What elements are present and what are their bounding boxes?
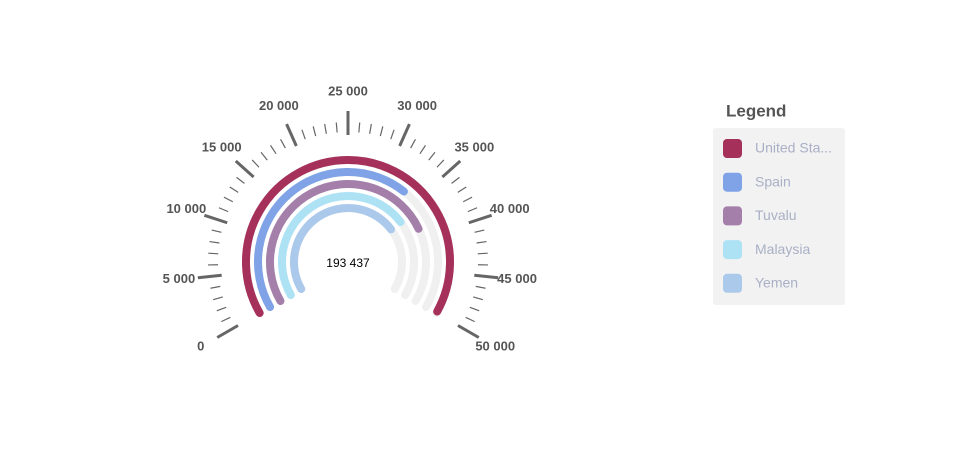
minor-tick — [457, 186, 467, 193]
minor-tick — [236, 176, 245, 184]
tick-label: 20 000 — [259, 98, 299, 113]
major-tick — [457, 324, 480, 339]
minor-tick — [216, 306, 227, 312]
legend-label: United Sta... — [755, 140, 832, 156]
minor-tick — [324, 123, 327, 134]
minor-tick — [221, 316, 231, 323]
major-tick — [441, 159, 462, 179]
tick-label: 40 000 — [490, 201, 530, 216]
legend-panel — [713, 128, 845, 305]
tick-label: 35 000 — [454, 140, 494, 155]
legend-swatch — [723, 273, 742, 293]
minor-tick — [208, 252, 219, 255]
value-arc — [266, 180, 423, 305]
minor-tick — [476, 240, 487, 244]
minor-tick — [301, 129, 306, 140]
center-label: 193 437 — [326, 256, 370, 270]
minor-tick — [211, 229, 222, 233]
tick-label: 0 — [197, 338, 204, 353]
minor-tick — [358, 122, 361, 133]
minor-tick — [280, 139, 286, 149]
minor-tick — [410, 139, 416, 149]
minor-tick — [473, 296, 484, 301]
minor-tick — [477, 252, 488, 255]
minor-tick — [212, 296, 223, 301]
minor-tick — [209, 240, 220, 244]
minor-tick — [260, 151, 268, 161]
minor-tick — [390, 129, 395, 140]
major-tick — [234, 159, 255, 179]
minor-tick — [462, 196, 473, 203]
major-tick — [468, 213, 493, 225]
legend-label: Spain — [755, 173, 791, 189]
legend-label: Yemen — [755, 275, 798, 291]
value-arc — [290, 204, 396, 293]
major-tick — [216, 324, 239, 339]
legend-swatch — [723, 206, 742, 226]
minor-tick — [451, 176, 460, 184]
legend-swatch — [723, 240, 742, 260]
tick-label: 25 000 — [328, 83, 368, 98]
major-tick — [474, 273, 499, 280]
minor-tick — [335, 122, 338, 133]
value-arc — [254, 168, 408, 311]
gauge: 0 5 000 10 000 15 000 20 000 25 000 30 000 35 0… — [163, 83, 537, 353]
minor-tick — [379, 126, 384, 137]
minor-tick — [312, 126, 317, 137]
tick-label: 10 000 — [166, 201, 206, 216]
minor-tick — [474, 229, 485, 233]
value-arc — [242, 156, 454, 317]
minor-tick — [251, 159, 260, 168]
minor-tick — [218, 207, 229, 213]
major-tick — [197, 273, 222, 280]
tick-label: 50 000 — [475, 338, 515, 353]
tick-label: 5 000 — [163, 271, 196, 286]
minor-tick — [475, 285, 486, 289]
minor-tick — [469, 306, 480, 312]
major-tick — [398, 123, 411, 147]
value-arc — [278, 192, 405, 299]
tick-label: 30 000 — [397, 98, 437, 113]
legend-label: Tuvalu — [755, 207, 797, 223]
tick-label: 15 000 — [202, 140, 242, 155]
minor-tick — [467, 207, 478, 213]
minor-tick — [465, 316, 475, 323]
minor-tick — [419, 145, 426, 155]
major-tick — [285, 123, 298, 147]
legend: United Sta... Spain Tuvalu Malaysia Yemen — [723, 139, 832, 293]
legend-label: Malaysia — [755, 241, 810, 257]
minor-tick — [369, 123, 372, 134]
legend-swatch — [723, 172, 742, 192]
major-tick — [203, 213, 228, 225]
minor-tick — [210, 285, 221, 289]
minor-tick — [436, 159, 445, 168]
legend-swatch — [723, 139, 742, 158]
minor-tick — [428, 151, 436, 161]
legend-title: Legend — [726, 101, 786, 120]
minor-tick — [223, 196, 234, 203]
minor-tick — [229, 186, 239, 193]
minor-tick — [270, 145, 277, 155]
tick-label: 45 000 — [497, 271, 537, 286]
